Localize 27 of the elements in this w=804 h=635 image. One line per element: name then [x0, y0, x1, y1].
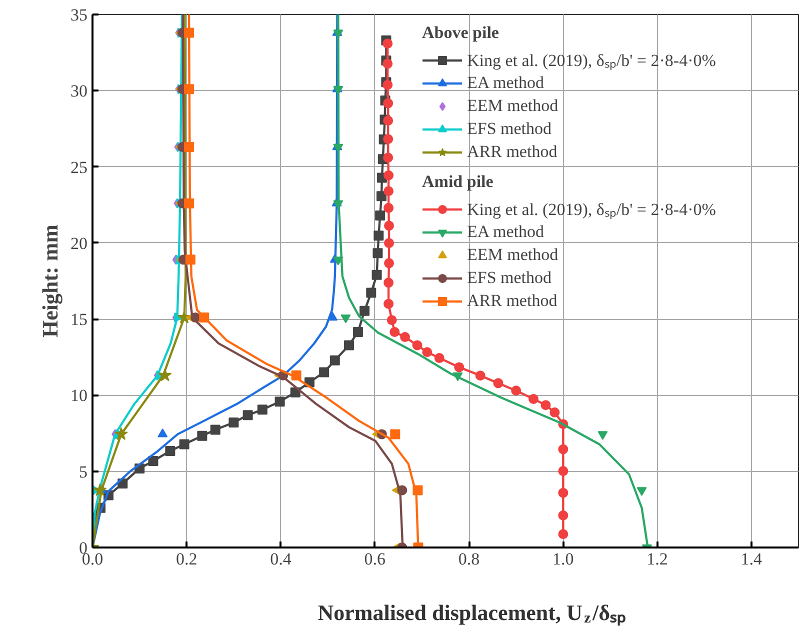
- text: Amid pile: [422, 172, 494, 191]
- legend-label: EA method: [467, 221, 544, 243]
- y-tick-label: 25: [70, 158, 88, 177]
- x-tick-label: 1.4: [740, 550, 763, 568]
- y-tick-label: 20: [70, 234, 88, 253]
- legend-label: EA method: [467, 72, 544, 94]
- x-tick-label: 1.2: [646, 550, 668, 568]
- x-tick-label: 0.2: [176, 550, 198, 568]
- y-tick-label: 30: [70, 82, 88, 101]
- x-tick-label: 0.8: [458, 550, 480, 568]
- x-tick-label: 0.6: [364, 550, 386, 568]
- legend-label: EEM method: [467, 244, 558, 266]
- legend-label: King et al. (2019), δₛₚ/b' = 2·8-4·0%: [467, 199, 716, 220]
- text: Above pile: [422, 23, 499, 42]
- legend-label: King et al. (2019), δₛₚ/b' = 2·8-4·0%: [467, 50, 716, 71]
- y-tick-label: 10: [70, 386, 88, 406]
- legend-label: EFS method: [467, 267, 552, 289]
- y-tick-label: 5: [79, 462, 88, 482]
- legend-label: EEM method: [467, 95, 558, 117]
- x-tick-label: 0.4: [270, 550, 292, 568]
- legend-label: EFS method: [467, 118, 552, 140]
- x-tick-label: 1.0: [552, 550, 574, 568]
- legend-label: ARR method: [467, 290, 558, 312]
- y-tick-label: 35: [70, 6, 88, 24]
- legend-label: ARR method: [467, 141, 558, 163]
- y-axis-title: Height: mm: [38, 224, 62, 338]
- y-tick-label: 15: [70, 310, 88, 330]
